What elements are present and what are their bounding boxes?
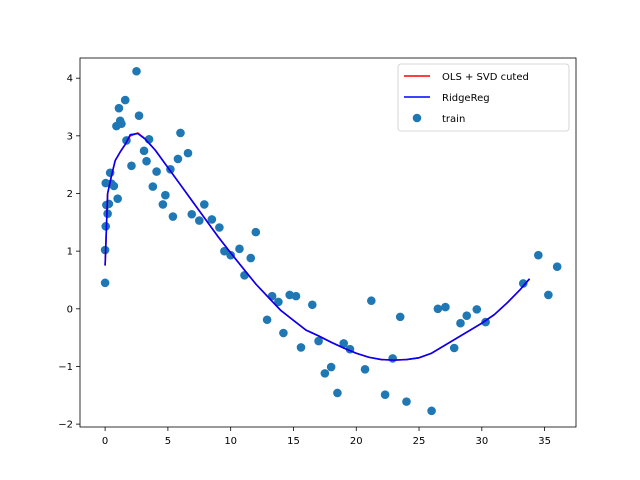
scatter-point (472, 305, 482, 314)
scatter-point (109, 181, 119, 191)
scatter-point (226, 250, 235, 260)
legend-label: RidgeReg (442, 93, 490, 104)
scatter-point (113, 194, 122, 203)
y-tick-label: 2 (67, 189, 73, 200)
scatter-point (518, 279, 528, 288)
scatter-point (534, 250, 543, 260)
scatter-point (441, 302, 450, 312)
legend-entry: RidgeReg (404, 93, 490, 104)
scatter-point (552, 262, 562, 272)
scatter-point (333, 388, 342, 398)
scatter-point (194, 216, 204, 225)
x-tick-label: 5 (165, 436, 171, 447)
scatter-point (395, 312, 405, 322)
scatter-point (220, 246, 229, 256)
scatter-point (246, 253, 256, 263)
scatter-point (100, 278, 110, 288)
scatter-point (152, 167, 161, 176)
scatter-point (314, 336, 323, 346)
scatter-point (279, 328, 288, 338)
scatter-point (200, 200, 209, 209)
scatter-point (360, 365, 370, 374)
scatter-point (462, 311, 472, 321)
x-tick-label: 25 (413, 436, 426, 447)
y-tick-label: 0 (67, 304, 73, 315)
y-tick-label: 3 (67, 131, 73, 142)
scatter-point (402, 397, 411, 406)
x-axis: 0 5 10 15 20 25 30 35 (102, 427, 551, 447)
scatter-point (176, 128, 185, 138)
scatter-series-train (100, 66, 562, 416)
scatter-point (296, 343, 306, 352)
scatter-point (544, 290, 553, 300)
y-tick-label: −1 (58, 362, 73, 373)
y-axis: −2 −1 0 1 2 3 4 (58, 74, 80, 431)
legend-entry: OLS + SVD cuted (404, 72, 529, 83)
scatter-point (274, 297, 283, 307)
x-tick-label: 10 (224, 436, 237, 447)
scatter-point (158, 200, 168, 209)
scatter-point (449, 343, 459, 353)
scatter-point (127, 161, 136, 171)
scatter-point (339, 339, 349, 348)
scatter-point (168, 212, 178, 221)
x-tick-label: 20 (350, 436, 363, 447)
scatter-point (251, 227, 261, 237)
x-tick-label: 30 (475, 436, 488, 447)
y-tick-label: −2 (58, 420, 73, 431)
scatter-point (262, 315, 272, 325)
scatter-point (456, 318, 465, 328)
scatter-point (114, 103, 124, 113)
scatter-point (139, 146, 149, 156)
series-layer (100, 66, 562, 416)
legend-label: OLS + SVD cuted (442, 72, 529, 83)
legend-label: train (442, 114, 465, 125)
scatter-point (187, 209, 197, 219)
scatter-point (308, 300, 317, 310)
y-tick-label: 1 (67, 247, 73, 258)
scatter-point (104, 199, 114, 209)
scatter-point (148, 182, 158, 191)
axes-frame (79, 57, 577, 428)
x-tick-label: 15 (287, 436, 300, 447)
scatter-point (235, 244, 244, 254)
scatter-point (161, 190, 170, 200)
scatter-point (388, 354, 397, 363)
scatter-point (132, 66, 141, 76)
scatter-point (291, 291, 301, 301)
scatter-point (240, 271, 249, 280)
scatter-point (207, 215, 217, 224)
y-tick-label: 4 (67, 74, 73, 85)
scatter-point (320, 369, 330, 378)
legend-entry: train (412, 113, 465, 125)
scatter-point (134, 111, 144, 120)
scatter-point (367, 296, 376, 306)
scatter-point (183, 148, 193, 158)
scatter-point (380, 390, 390, 400)
scatter-point (326, 362, 336, 372)
legend: OLS + SVD cuted RidgeReg train (397, 63, 570, 132)
legend-marker-swatch (412, 113, 422, 123)
scatter-point (427, 406, 436, 416)
scatter-point (433, 304, 443, 314)
x-tick-label: 35 (538, 436, 551, 447)
x-tick-label: 0 (102, 436, 108, 447)
scatter-point (215, 223, 224, 232)
scatter-point (120, 95, 130, 105)
legend-box (397, 63, 570, 132)
scatter-point (173, 154, 183, 164)
scatter-point (117, 119, 126, 129)
scatter-point (142, 156, 151, 166)
line-series-ridgereg (104, 132, 531, 361)
